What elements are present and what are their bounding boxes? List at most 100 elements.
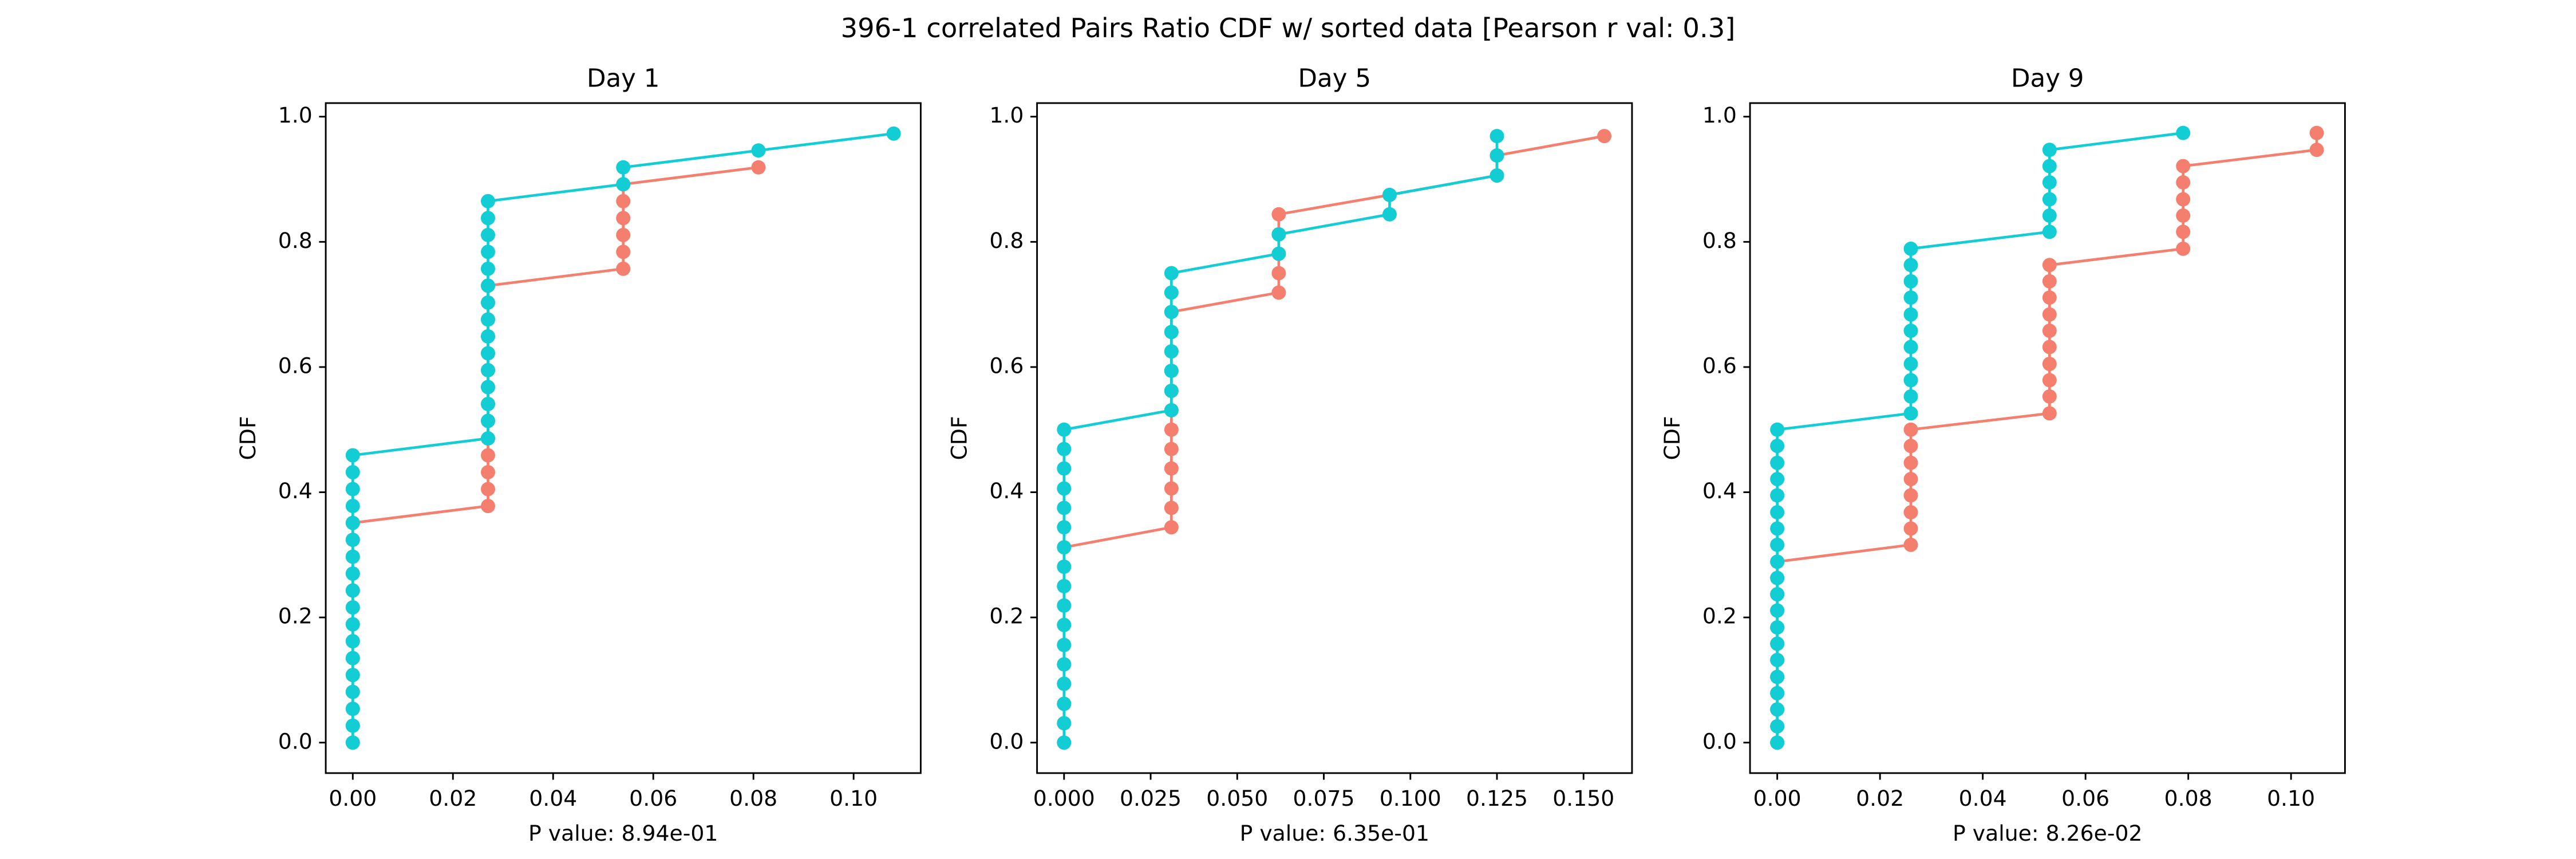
y-tick-label: 0.0 [1702,728,1737,754]
x-tick-label: 0.00 [329,786,377,811]
cdf-point [1770,702,1785,717]
x-tick-label: 0.100 [1380,786,1441,811]
cdf-point [616,261,631,276]
cdf-point [1490,168,1504,183]
cdf-point [345,499,360,514]
cdf-point [1164,481,1179,496]
axes-frame [325,102,922,774]
cdf-point [2042,192,2057,207]
x-tick-label: 0.10 [829,786,878,811]
cdf-point [1903,422,1918,437]
axes-frame [1749,102,2346,774]
cdf-point [1164,383,1179,398]
cdf-point [1903,340,1918,354]
x-tick-label: 0.04 [1959,786,2007,811]
cdf-point [1057,735,1072,750]
x-tick-label: 0.150 [1552,786,1614,811]
cdf-point [1271,246,1286,261]
cdf-point [2042,159,2057,174]
cdf-point [1770,685,1785,700]
cdf-point [1164,285,1179,300]
cdf-point [1903,537,1918,552]
cdf-point [1164,344,1179,359]
cdf-point [1490,148,1504,163]
cdf-point [1770,521,1785,536]
cdf-point [1271,285,1286,300]
x-tick-label: 0.02 [1856,786,1904,811]
cdf-point [481,499,495,514]
cdf-point [616,177,631,192]
cdf-point [1903,324,1918,338]
x-tick-label: 0.025 [1120,786,1182,811]
y-tick-label: 0.0 [989,728,1024,754]
cdf-point [1770,669,1785,684]
cdf-point [481,312,495,327]
cdf-point [2176,125,2191,140]
cdf-point [886,126,901,141]
cdf-point [345,583,360,598]
cdf-point [481,211,495,226]
cdf-point [1770,735,1785,750]
axes-title: Day 1 [587,64,660,93]
y-axis-label: CDF [1660,416,1685,460]
cdf-point [1770,620,1785,635]
cdf-point [1164,403,1179,417]
cdf-point [1770,439,1785,454]
x-tick-label: 0.125 [1466,786,1528,811]
cdf-point [1164,520,1179,535]
y-tick-label: 0.2 [278,604,313,629]
cdf-point [345,668,360,683]
cdf-point [1903,307,1918,322]
cdf-point [481,194,495,208]
x-tick-label: 0.00 [1753,786,1801,811]
cdf-point [1057,579,1072,593]
cdf-point [1164,442,1179,456]
cdf-point [2176,224,2191,239]
cdf-point [1057,442,1072,456]
cdf-point [481,227,495,242]
cdf-point [481,431,495,446]
cdf-point [2042,274,2057,289]
x-tick-label: 0.08 [2164,786,2212,811]
cdf-point [2042,356,2057,371]
cdf-point [1382,207,1397,222]
cdf-point [1903,455,1918,470]
cdf-point [2042,340,2057,354]
cdf-point [1770,570,1785,585]
cdf-point [1271,207,1286,222]
cdf-point [2042,224,2057,239]
cdf-point [616,245,631,259]
cdf-point [481,482,495,497]
cdf-point [1770,652,1785,667]
x-tick-label: 0.04 [529,786,577,811]
cdf-point [1903,389,1918,404]
y-tick-label: 1.0 [278,103,313,128]
cdf-point [1903,356,1918,371]
cdf-point [1164,501,1179,515]
cdf-point [1903,274,1918,289]
cdf-point [345,515,360,530]
cdf-point [2042,324,2057,338]
cdf-point [1057,501,1072,515]
cdf-point [1770,472,1785,487]
cdf-point [1903,373,1918,388]
cdf-point [1770,554,1785,569]
cdf-point [1770,587,1785,602]
cdf-point [616,227,631,242]
x-tick-label: 0.075 [1293,786,1355,811]
cdf-point [345,735,360,750]
x-tick-label: 0.050 [1206,786,1268,811]
cdf-point [481,245,495,259]
cdf-point [345,600,360,615]
x-tick-label: 0.06 [2061,786,2109,811]
cdf-point [2309,125,2324,140]
cdf-point [1057,617,1072,632]
cdf-point [1770,455,1785,470]
cdf-point [1770,505,1785,520]
cdf-point [616,160,631,175]
cdf-point [1770,422,1785,437]
cdf-point [1057,696,1072,711]
y-tick-label: 1.0 [989,103,1024,128]
cdf-point [2042,406,2057,421]
